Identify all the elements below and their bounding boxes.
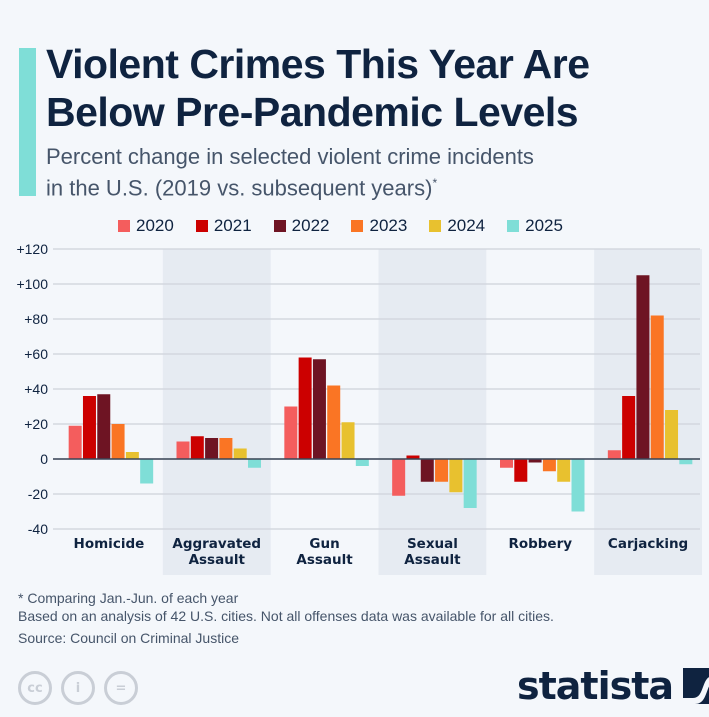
- subtitle-line-2: in the U.S. (2019 vs. subsequent years)*: [46, 170, 534, 201]
- bar-2022-sexual-assault: [420, 459, 434, 482]
- y-tick-label: +120: [16, 241, 48, 257]
- legend-item-2024: 2024: [429, 216, 485, 236]
- legend-label: 2020: [136, 216, 174, 235]
- category-band: [162, 249, 271, 575]
- chart-subtitle: Percent change in selected violent crime…: [46, 143, 534, 201]
- bar-2020-carjacking: [607, 450, 621, 459]
- title-line-2: Below Pre-Pandemic Levels: [46, 89, 579, 135]
- statista-logo-icon: [683, 668, 709, 704]
- legend-swatch: [273, 220, 286, 232]
- bar-2020-aggravated-assault: [176, 441, 190, 459]
- y-tick-label: +40: [24, 381, 48, 397]
- legend-label: 2022: [291, 216, 330, 235]
- legend-item-2021: 2021: [195, 216, 252, 236]
- bar-2020-homicide: [68, 425, 82, 459]
- bar-2023-robbery: [542, 459, 556, 472]
- legend-label: 2025: [525, 216, 563, 235]
- y-tick-label: -40: [28, 521, 48, 537]
- bar-2024-homicide: [125, 452, 139, 459]
- bar-2024-robbery: [557, 459, 571, 482]
- bar-2020-robbery: [500, 459, 513, 468]
- bar-2024-carjacking: [665, 410, 679, 459]
- legend-label: 2023: [369, 216, 408, 235]
- bar-2021-gun-assault: [298, 357, 312, 459]
- y-tick-label: +80: [24, 311, 48, 327]
- legend-swatch: [351, 220, 364, 232]
- legend-item-2025: 2025: [507, 216, 563, 236]
- x-category-label: Carjacking: [608, 536, 688, 552]
- bar-2025-carjacking: [679, 459, 693, 465]
- bar-2025-homicide: [140, 459, 154, 484]
- x-category-label: Sexual: [407, 536, 458, 552]
- subtitle-line-1: Percent change in selected violent crime…: [46, 144, 534, 169]
- bar-2024-sexual-assault: [449, 459, 463, 493]
- y-tick-label: -20: [28, 486, 48, 502]
- bar-2022-homicide: [97, 394, 111, 459]
- statista-logo[interactable]: statista: [517, 664, 709, 708]
- y-tick-label: +20: [24, 416, 48, 432]
- y-tick-label: 0: [40, 451, 48, 467]
- legend-swatch: [429, 220, 442, 232]
- bar-2023-sexual-assault: [435, 459, 449, 482]
- no-derivatives-icon[interactable]: =: [104, 671, 138, 705]
- legend-item-2023: 2023: [351, 216, 407, 236]
- x-category-label: Gun: [309, 536, 339, 552]
- bar-2020-gun-assault: [284, 406, 298, 459]
- legend-swatch: [195, 220, 208, 232]
- footnote-methodology: Based on an analysis of 42 U.S. cities. …: [18, 608, 554, 624]
- legend: 2020 2021 2022 2023 2024 2025: [118, 216, 563, 236]
- bar-2022-robbery: [528, 459, 542, 463]
- x-category-label: Aggravated: [172, 536, 261, 552]
- legend-swatch: [507, 220, 520, 232]
- bar-2023-aggravated-assault: [219, 438, 233, 459]
- bar-2023-homicide: [111, 424, 125, 459]
- accent-bar: [19, 48, 36, 196]
- legend-label: 2021: [213, 216, 252, 235]
- attribution-icon[interactable]: i: [61, 671, 95, 705]
- bar-2025-aggravated-assault: [248, 459, 261, 468]
- legend-item-2020: 2020: [118, 216, 174, 236]
- bar-2025-sexual-assault: [463, 459, 477, 508]
- bar-2022-carjacking: [636, 275, 650, 459]
- subtitle-asterisk: *: [432, 176, 438, 190]
- bar-2024-gun-assault: [341, 422, 355, 459]
- x-category-label: Assault: [296, 552, 353, 568]
- bar-2020-sexual-assault: [392, 459, 406, 496]
- bar-2021-carjacking: [622, 396, 636, 459]
- bar-2021-robbery: [514, 459, 528, 482]
- bar-2022-aggravated-assault: [205, 438, 219, 459]
- y-tick-label: +60: [24, 346, 48, 362]
- footnote-source: Source: Council on Criminal Justice: [18, 630, 239, 646]
- legend-item-2022: 2022: [273, 216, 330, 236]
- bar-2024-aggravated-assault: [233, 448, 247, 459]
- category-band: [378, 249, 487, 575]
- legend-label: 2024: [447, 216, 486, 235]
- bar-2021-homicide: [82, 396, 96, 459]
- license-icons: cc i =: [18, 671, 138, 705]
- legend-swatch: [118, 220, 130, 232]
- x-category-label: Assault: [189, 552, 246, 568]
- bar-2025-gun-assault: [355, 459, 369, 466]
- statista-wordmark: statista: [517, 664, 674, 708]
- chart-title: Violent Crimes This Year Are Below Pre-P…: [46, 40, 590, 136]
- x-category-label: Robbery: [508, 536, 572, 552]
- footnote-comparison: * Comparing Jan.-Jun. of each year: [18, 590, 239, 606]
- subtitle-line-2-text: in the U.S. (2019 vs. subsequent years): [46, 175, 433, 201]
- bar-2021-sexual-assault: [406, 455, 420, 459]
- x-category-label: Assault: [404, 552, 461, 568]
- y-tick-label: +100: [16, 276, 48, 292]
- x-category-label: Homicide: [74, 536, 145, 552]
- bar-2023-carjacking: [650, 315, 664, 459]
- bar-2022-gun-assault: [312, 359, 326, 459]
- bar-chart: -40 -20 0 +20 +40 +60 +80 +100 +120 Homicide Aggra…: [16, 241, 702, 575]
- creative-commons-icon[interactable]: cc: [18, 671, 52, 705]
- bar-2023-gun-assault: [327, 385, 341, 459]
- bar-2021-aggravated-assault: [190, 436, 204, 459]
- bar-2025-robbery: [571, 459, 585, 512]
- title-line-1: Violent Crimes This Year Are: [46, 41, 590, 87]
